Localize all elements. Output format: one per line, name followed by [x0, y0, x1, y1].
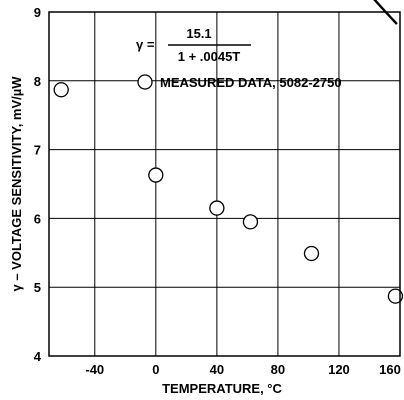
x-tick-label: 120 [328, 362, 350, 377]
x-tick-label: 80 [271, 362, 285, 377]
plot-frame [48, 11, 401, 357]
formula-numerator: 15.1 [186, 26, 211, 41]
x-tick-label: 40 [210, 362, 224, 377]
data-point [148, 167, 164, 183]
legend-label: MEASURED DATA, 5082-2750 [160, 75, 342, 90]
data-point [387, 288, 404, 304]
y-tick-label: 6 [34, 211, 41, 226]
y-tick-label: 4 [34, 349, 42, 364]
formula-lhs: γ = [136, 37, 155, 52]
tick-labels: -40 0 40 80 120 160 4 5 6 7 8 9 [34, 5, 401, 377]
legend-marker-icon [137, 74, 153, 90]
y-tick-label: 8 [34, 74, 41, 89]
x-tick-label: 160 [379, 362, 401, 377]
grid-layer [49, 12, 400, 356]
formula-denominator: 1 + .0045T [178, 49, 241, 64]
y-tick-label: 9 [34, 5, 41, 20]
data-point [242, 214, 259, 230]
formula-annotation: γ = 15.1 1 + .0045T [136, 26, 251, 64]
x-tick-label: -40 [85, 362, 104, 377]
y-tick-label: 5 [34, 280, 41, 295]
data-point [209, 200, 225, 216]
legend: MEASURED DATA, 5082-2750 [137, 74, 342, 90]
data-point [303, 245, 320, 262]
y-tick-label: 7 [34, 143, 41, 158]
x-axis-label: TEMPERATURE, °C [162, 381, 282, 396]
y-axis-label: γ – VOLTAGE SENSITIVITY, mV/µW [9, 76, 24, 292]
data-point [53, 82, 69, 98]
x-tick-label: 0 [152, 362, 159, 377]
markers-layer [53, 82, 404, 304]
